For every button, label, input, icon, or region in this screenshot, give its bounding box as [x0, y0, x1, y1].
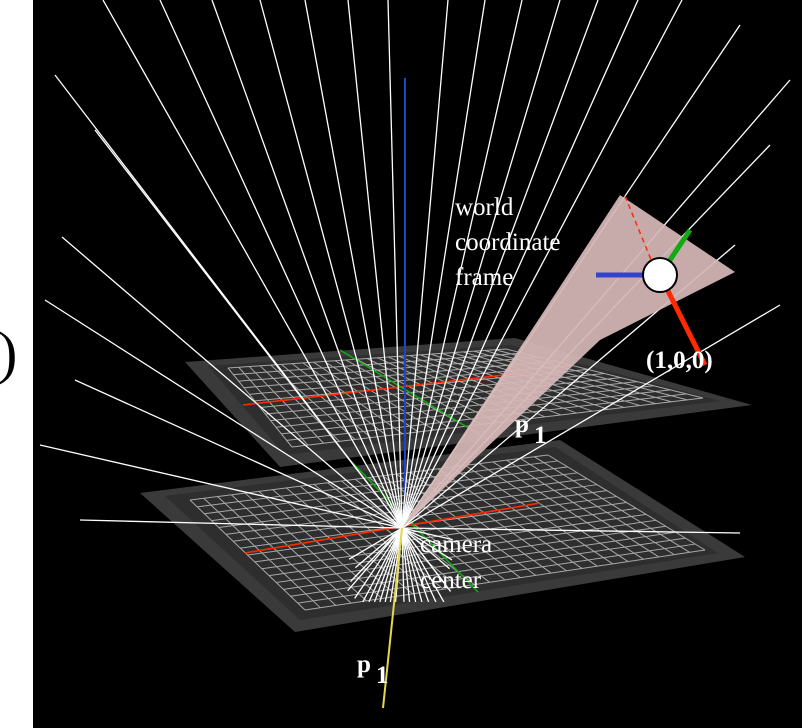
world-frame-label-line2: coordinate	[455, 229, 561, 256]
camera-plane-grid	[189, 454, 706, 611]
projection-ray-back	[401, 527, 437, 603]
projection-ray-back	[401, 527, 417, 603]
horizontal-ray	[401, 527, 741, 534]
projection-ray	[74, 379, 403, 529]
projection-ray-back	[401, 527, 453, 561]
projection-ray-back	[401, 527, 445, 603]
projection-ray-back	[368, 527, 403, 603]
projection-ray-back	[362, 527, 403, 603]
projection-ray-back	[373, 527, 403, 603]
projection-ray	[44, 299, 403, 529]
camera-center-label-line1: camera	[420, 531, 492, 558]
projection-ray-back	[347, 527, 403, 592]
object-origin-marker	[642, 257, 678, 293]
camera-plane-grid-line	[218, 478, 588, 528]
projection-ray	[401, 0, 523, 529]
world-plane-y-axis	[339, 349, 481, 436]
projection-ray	[304, 0, 403, 529]
world-plane-grid-line	[281, 389, 671, 435]
world-frame-label-line3: frame	[455, 264, 513, 291]
projection-ray	[401, 0, 639, 529]
projection-ray-back	[384, 527, 403, 603]
world-plane-grid-line	[275, 385, 654, 428]
camera-plane-inner	[165, 447, 718, 620]
point-coordinate-label: (1,0,0)	[646, 347, 713, 374]
world-plane-grid-line	[238, 356, 539, 382]
wedge-edge-dashed	[624, 195, 653, 263]
projection-ray-back	[354, 527, 403, 599]
projection-ray-back	[354, 527, 403, 569]
world-plane-grid-line	[265, 377, 621, 415]
camera-plane-grid-line	[297, 543, 696, 604]
camera-plane-grid-line	[276, 525, 666, 583]
projection-ray	[259, 0, 403, 529]
projection-ray-back	[401, 527, 453, 541]
projection-ray-back	[401, 527, 423, 603]
projection-ray	[94, 129, 403, 529]
p1-upper-label: p 1	[515, 411, 547, 449]
camera-plane-grid-line	[233, 490, 607, 542]
camera-plane-grid-line	[304, 549, 706, 611]
projection-ray	[159, 0, 403, 529]
camera-plane-grid-line	[254, 507, 637, 563]
left-paren-text: )	[0, 320, 17, 385]
camera-plane	[140, 440, 745, 632]
camera-plane-grid-line	[268, 519, 657, 577]
projection-ray	[401, 304, 781, 529]
p1-lower-sub: 1	[376, 662, 389, 689]
projection-ray	[401, 0, 449, 529]
projection-ray-back	[401, 527, 446, 585]
projection-ray-back	[348, 527, 403, 560]
projection-ray	[39, 444, 403, 529]
projection-ray	[401, 0, 561, 529]
optical-axis	[382, 527, 403, 709]
horizontal-ray	[79, 519, 403, 529]
camera-plane-grid-line	[204, 466, 568, 515]
projection-rays	[39, 0, 791, 603]
projection-ray	[61, 236, 403, 529]
projection-ray	[401, 0, 486, 529]
projection-ray-back	[401, 527, 405, 602]
projection-ray-back	[350, 527, 403, 583]
object-frame	[596, 228, 708, 367]
projection-ray	[102, 0, 403, 529]
camera-plane-grid-line	[261, 513, 647, 570]
camera-plane-grid-line	[290, 537, 686, 597]
projection-ray	[401, 0, 599, 529]
projection-ray	[211, 0, 403, 529]
projection-ray-back	[379, 527, 403, 603]
camera-plane-grid-line	[211, 472, 578, 522]
camera-center-label-line2: center	[420, 567, 482, 594]
p1-upper-sub: 1	[534, 422, 547, 449]
p1-lower-main: p	[357, 651, 371, 678]
p1-lower-label: p 1	[357, 651, 389, 689]
projection-ray-back	[401, 527, 411, 602]
p1-upper-main: p	[515, 411, 529, 438]
projection-ray	[401, 0, 683, 529]
projection-ray	[347, 0, 403, 529]
projection-ray-back	[401, 527, 430, 603]
camera-plane-grid-line	[283, 531, 676, 590]
projection-ray	[387, 0, 403, 529]
projection-ray-back	[401, 527, 451, 570]
world-plane-grid-line	[270, 381, 638, 422]
world-plane-grid-line	[227, 348, 507, 369]
world-plane-grid-line	[243, 360, 556, 389]
world-frame-label-line1: world	[455, 194, 514, 221]
projection-ray-back	[401, 527, 449, 550]
